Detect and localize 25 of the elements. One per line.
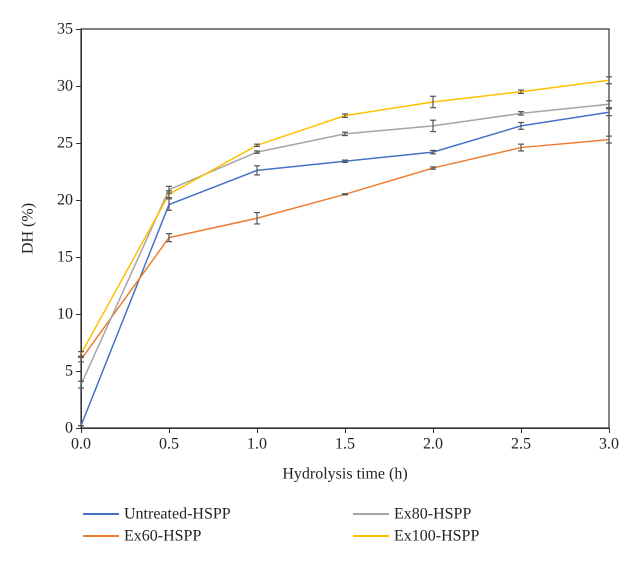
x-tick-label: 0.0 bbox=[71, 436, 91, 452]
y-tick-label: 25 bbox=[57, 134, 73, 152]
x-tick-label: 2.5 bbox=[511, 436, 531, 452]
legend-label: Ex80-HSPP bbox=[394, 506, 472, 522]
y-tick-label: 30 bbox=[57, 78, 73, 94]
y-tick-label: 35 bbox=[57, 20, 73, 38]
x-tick-label: 1.5 bbox=[335, 436, 355, 452]
y-axis-title: DH (%) bbox=[20, 202, 36, 254]
line-series bbox=[80, 103, 610, 386]
x-tick-label: 2.0 bbox=[423, 436, 443, 452]
x-tick-label: 0.5 bbox=[159, 436, 179, 452]
line-series bbox=[80, 111, 610, 426]
legend-label: Ex60-HSPP bbox=[124, 528, 202, 544]
y-tick-label: 5 bbox=[65, 362, 73, 380]
y-tick-label: 20 bbox=[57, 192, 73, 208]
y-tick-label: 15 bbox=[57, 248, 73, 266]
line-series bbox=[80, 80, 610, 355]
line-series bbox=[80, 138, 610, 360]
y-tick-label: 10 bbox=[57, 306, 73, 322]
x-tick-label: 3.0 bbox=[599, 436, 619, 452]
y-tick-label: 0 bbox=[65, 420, 73, 436]
x-tick-label: 1.0 bbox=[247, 436, 267, 452]
legend-label: Ex100-HSPP bbox=[394, 528, 480, 544]
x-axis-title: Hydrolysis time (h) bbox=[282, 466, 408, 482]
legend-label: Untreated-HSPP bbox=[124, 506, 231, 522]
